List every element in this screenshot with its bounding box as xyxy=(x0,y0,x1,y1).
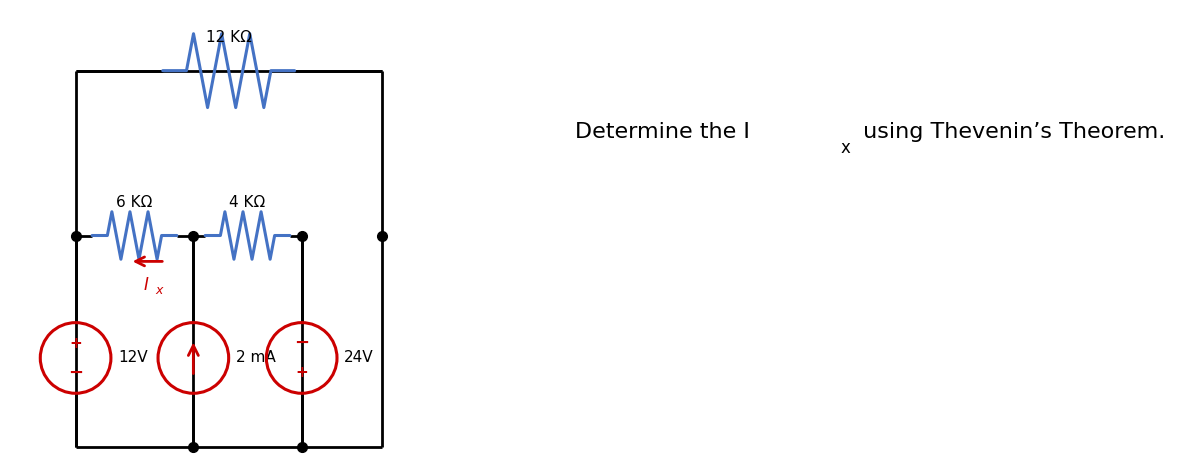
Text: Determine the I: Determine the I xyxy=(575,122,750,142)
Text: 12V: 12V xyxy=(118,350,148,365)
Text: 2 mA: 2 mA xyxy=(235,350,276,365)
Text: +: + xyxy=(295,365,308,380)
Text: 12 KΩ: 12 KΩ xyxy=(205,30,252,45)
Text: I: I xyxy=(144,276,149,294)
Text: x: x xyxy=(156,284,163,297)
Text: 24V: 24V xyxy=(344,350,373,365)
Text: x: x xyxy=(840,139,851,157)
Text: −: − xyxy=(294,334,310,352)
Text: 4 KΩ: 4 KΩ xyxy=(229,195,265,210)
Text: 6 KΩ: 6 KΩ xyxy=(116,195,152,210)
Text: −: − xyxy=(68,364,83,382)
Text: using Thevenin’s Theorem.: using Thevenin’s Theorem. xyxy=(856,122,1165,142)
Text: +: + xyxy=(70,336,82,350)
